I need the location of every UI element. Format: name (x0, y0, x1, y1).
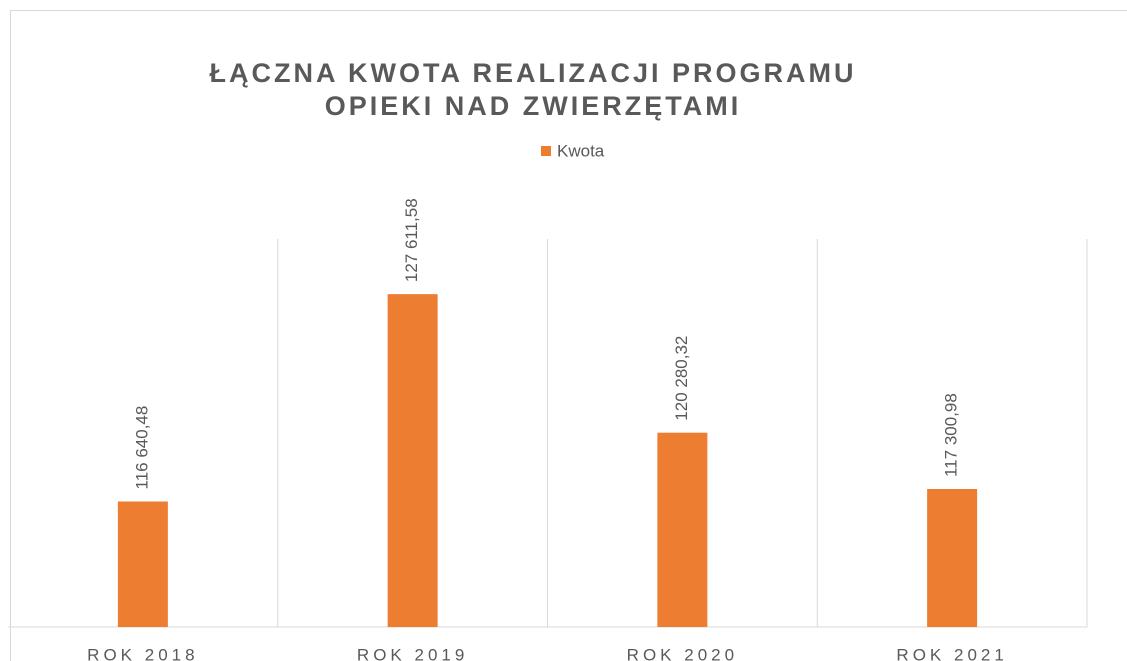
bar (387, 294, 438, 627)
bar (117, 501, 168, 627)
x-tick-label: ROK 2018 (87, 645, 198, 661)
chart-title: OPIEKI NAD ZWIERZĘTAMI (325, 91, 742, 121)
data-label: 117 300,98 (942, 393, 961, 477)
x-tick-label: ROK 2021 (896, 645, 1007, 661)
data-label: 116 640,48 (132, 406, 151, 490)
bar (657, 432, 708, 627)
x-tick-label: ROK 2020 (627, 645, 738, 661)
legend-label: Kwota (557, 141, 605, 160)
legend-swatch (541, 146, 551, 156)
bar (927, 489, 978, 627)
data-label: 127 611,58 (402, 198, 421, 282)
x-tick-label: ROK 2019 (357, 645, 468, 661)
data-label: 120 280,32 (672, 336, 691, 421)
chart-title: ŁĄCZNA KWOTA REALIZACJI PROGRAMU (210, 58, 857, 88)
